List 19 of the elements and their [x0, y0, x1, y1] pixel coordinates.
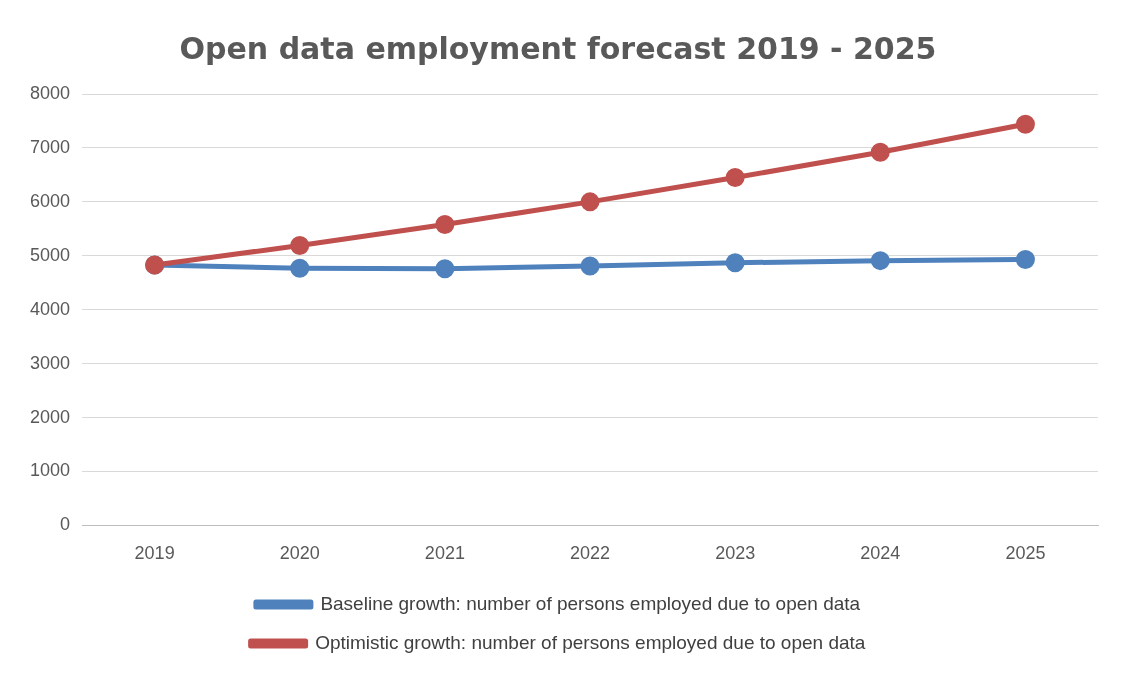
x-tick-label: 2024: [860, 543, 901, 564]
legend-label: Optimistic growth: number of persons employed due to open data: [315, 631, 866, 653]
x-tick-label: 2020: [279, 543, 320, 564]
legend-label: Baseline growth: number of persons employed due to open data: [320, 592, 861, 614]
x-tick-label: 2019: [134, 543, 175, 564]
y-tick-label: 5000: [30, 244, 71, 265]
y-tick-label: 1000: [30, 460, 71, 481]
x-tick-label: 2023: [715, 543, 756, 564]
y-tick-label: 8000: [30, 82, 71, 103]
x-tick-label: 2025: [1005, 543, 1046, 564]
chart-title: Open data employment forecast 2019 - 2025: [179, 30, 937, 66]
y-tick-label: 2000: [30, 406, 71, 427]
y-tick-label: 6000: [30, 190, 71, 211]
y-tick-label: 7000: [30, 136, 71, 157]
y-tick-label: 4000: [30, 298, 71, 319]
y-tick-label: 3000: [30, 352, 71, 373]
y-tick-label: 0: [60, 514, 71, 535]
x-tick-label: 2022: [570, 543, 611, 564]
x-tick-label: 2021: [424, 543, 465, 564]
